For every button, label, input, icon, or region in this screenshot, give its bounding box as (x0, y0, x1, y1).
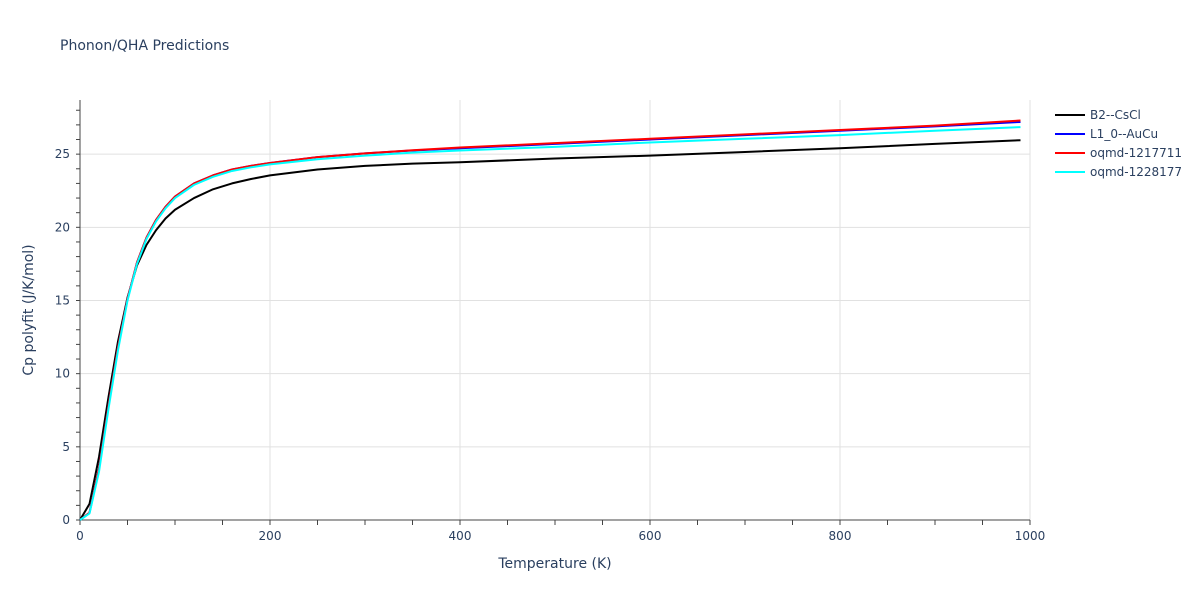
y-tick-label: 5 (62, 440, 70, 454)
chart-title: Phonon/QHA Predictions (60, 38, 229, 54)
y-tick-label: 20 (55, 220, 70, 234)
grid-layer (80, 100, 1031, 520)
legend[interactable]: B2--CsCl L1_0--AuCu oqmd-1217711 oqmd-12281… (1055, 108, 1182, 179)
legend-label: oqmd-1217711 (1090, 146, 1182, 160)
legend-item[interactable]: B2--CsCl (1055, 108, 1141, 122)
x-tick-label: 600 (639, 529, 662, 543)
y-axis-title: Cp polyfit (J/K/mol) (21, 244, 37, 375)
legend-label: oqmd-1228177 (1090, 165, 1182, 179)
y-tick-label: 0 (62, 513, 70, 527)
x-tick-label: 800 (829, 529, 852, 543)
series-line-3[interactable] (79, 126, 1021, 521)
x-tick-label: 200 (259, 529, 282, 543)
series-layer (79, 119, 1021, 521)
y-tick-label: 15 (55, 293, 70, 307)
y-tick-label: 25 (55, 147, 70, 161)
series-line-2[interactable] (79, 119, 1021, 521)
series-line-0[interactable] (79, 139, 1021, 521)
y-tick-label: 10 (55, 367, 70, 381)
x-tick-label: 0 (76, 529, 84, 543)
axis-layer: 0 200 400 600 800 1000 0 5 10 15 20 25 (55, 100, 1046, 543)
legend-item[interactable]: oqmd-1217711 (1055, 146, 1182, 160)
series-line-1[interactable] (79, 120, 1021, 521)
legend-label: L1_0--AuCu (1090, 127, 1158, 141)
x-tick-label: 1000 (1015, 529, 1046, 543)
legend-label: B2--CsCl (1090, 108, 1141, 122)
legend-item[interactable]: oqmd-1228177 (1055, 165, 1182, 179)
x-axis-title: Temperature (K) (497, 556, 611, 572)
legend-item[interactable]: L1_0--AuCu (1055, 127, 1158, 141)
x-tick-label: 400 (449, 529, 472, 543)
